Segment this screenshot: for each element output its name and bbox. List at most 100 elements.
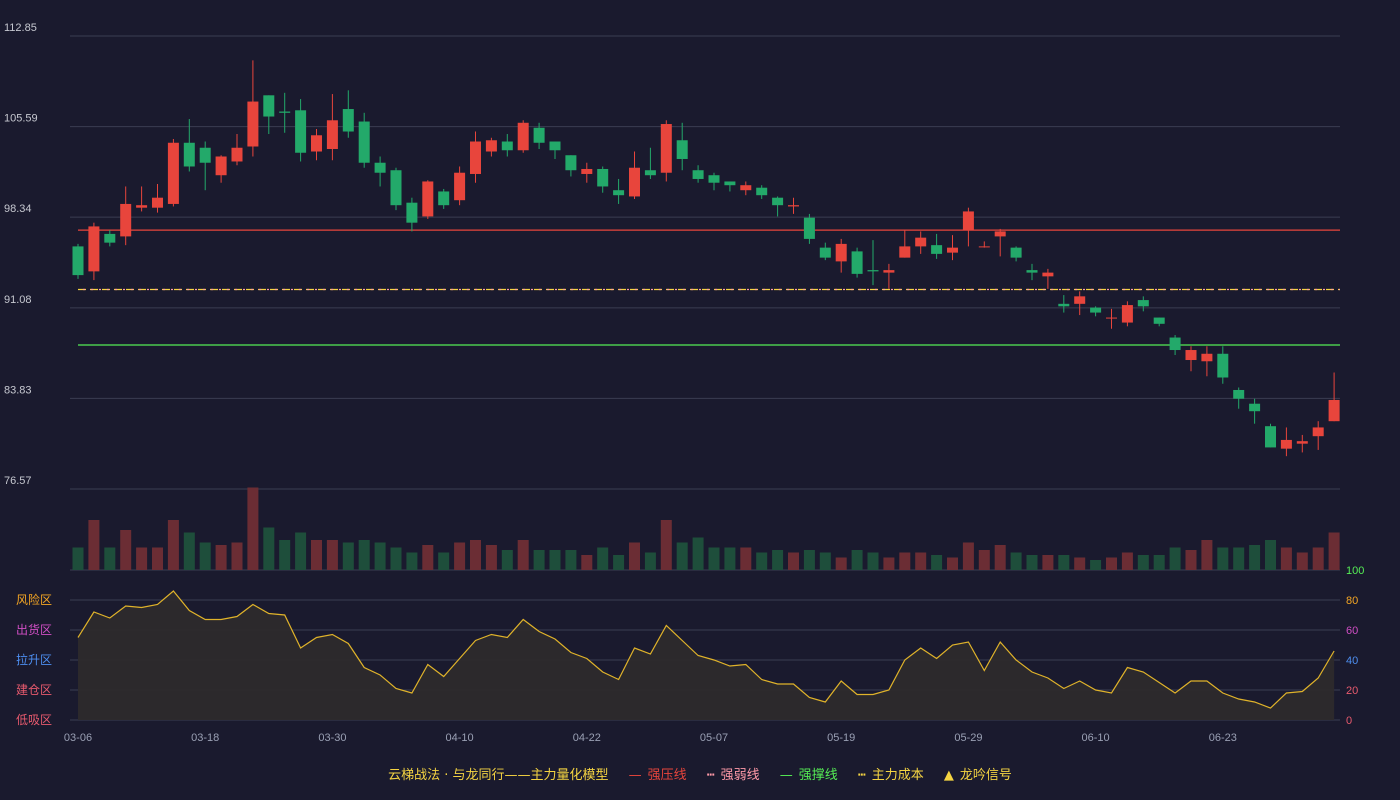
- volume-bar: [390, 547, 402, 570]
- candle-body: [152, 197, 163, 208]
- volume-bar: [1137, 555, 1149, 570]
- volume-bar: [167, 520, 179, 570]
- volume-bar: [1296, 552, 1308, 570]
- candle-body: [311, 135, 322, 152]
- date-tick-label: 03-18: [191, 732, 219, 744]
- volume-bar: [1074, 557, 1086, 570]
- volume-bar: [803, 550, 815, 570]
- candle-body: [1042, 272, 1054, 277]
- volume-bar: [740, 547, 752, 570]
- dotted-line-icon: ┅: [857, 768, 866, 783]
- candle-body: [454, 172, 466, 201]
- volume-bar: [1217, 547, 1229, 570]
- date-tick-label: 06-23: [1209, 732, 1237, 744]
- volume-bar: [772, 550, 784, 570]
- candle-body: [1201, 353, 1213, 362]
- volume-bar: [1328, 532, 1340, 570]
- volume-bar: [374, 542, 386, 570]
- volume-bar: [1058, 555, 1070, 570]
- candle-body: [1010, 247, 1022, 258]
- candle-body: [167, 142, 179, 204]
- dotted-line-icon: ┅: [706, 768, 715, 783]
- volume-bar: [1169, 547, 1181, 570]
- candle-body: [597, 168, 609, 187]
- candle-body: [88, 226, 100, 272]
- candle-body: [915, 237, 927, 247]
- candlesticks: [72, 60, 1340, 457]
- price-tick-label: 98.34: [4, 203, 32, 215]
- candle-body: [708, 175, 720, 183]
- volume-bar: [819, 552, 831, 570]
- volume-bar: [1265, 540, 1276, 570]
- legend: 云梯战法 · 与龙同行——主力量化模型 — 强压线 ┅ 强弱线 — 强撑线 ┅ 主力成本…: [0, 764, 1400, 788]
- volume-bar: [962, 542, 974, 570]
- candle-body: [72, 246, 84, 276]
- volume-bar: [613, 555, 625, 570]
- candle-body: [581, 168, 593, 174]
- volume-bar: [1090, 560, 1102, 570]
- risk-zone-label: 低吸区: [16, 713, 52, 727]
- volume-bar: [358, 540, 370, 570]
- volume-bar: [660, 520, 672, 570]
- volume-bar: [994, 545, 1006, 570]
- volume-bar: [485, 545, 497, 570]
- volume-bar: [326, 540, 338, 570]
- candle-body: [1249, 403, 1261, 412]
- legend-item-dragon-signal[interactable]: ▲ 龙吟信号: [944, 764, 1012, 783]
- volume-bar: [1249, 545, 1261, 570]
- volume-bars: [72, 487, 1340, 570]
- legend-item-strength-line[interactable]: ┅ 强弱线: [707, 764, 760, 783]
- candle-body: [263, 95, 275, 117]
- volume-bar: [978, 550, 990, 570]
- date-tick-label: 05-19: [827, 732, 855, 744]
- legend-label: 强撑线: [798, 768, 838, 783]
- candle-body: [1137, 300, 1149, 307]
- candle-body: [756, 187, 768, 196]
- candle-body: [1058, 303, 1070, 307]
- candle-body: [947, 247, 958, 253]
- volume-bar: [1042, 555, 1054, 570]
- candle-body: [374, 162, 386, 173]
- volume-bar: [581, 555, 593, 570]
- candle-body: [183, 142, 195, 167]
- candle-body: [470, 141, 481, 174]
- candle-body: [629, 167, 640, 197]
- candle-body: [1153, 317, 1165, 324]
- volume-bar: [1153, 555, 1165, 570]
- volume-bar: [1121, 552, 1133, 570]
- volume-bar: [215, 545, 227, 570]
- volume-bar: [724, 547, 736, 570]
- volume-bar: [88, 520, 100, 570]
- volume-bar: [470, 540, 481, 570]
- candle-body: [199, 147, 211, 163]
- volume-bar: [1185, 550, 1197, 570]
- legend-item-main-cost[interactable]: ┅ 主力成本: [858, 764, 924, 783]
- volume-bar: [438, 552, 450, 570]
- volume-bar: [1233, 547, 1245, 570]
- risk-tick-label: 40: [1346, 655, 1358, 667]
- candle-body: [644, 170, 656, 176]
- solid-line-icon: —: [628, 768, 642, 783]
- risk-zone-label: 拉升区: [16, 652, 52, 667]
- volume-bar: [1201, 540, 1213, 570]
- candle-body: [565, 155, 577, 171]
- legend-item-strong-support[interactable]: — 强撑线: [780, 764, 838, 783]
- candle-body: [438, 191, 450, 206]
- volume-bar: [644, 552, 656, 570]
- candle-body: [867, 270, 879, 272]
- candle-body: [1106, 317, 1117, 319]
- candle-body: [1169, 337, 1181, 351]
- date-tick-label: 05-07: [700, 732, 728, 744]
- candle-body: [851, 251, 863, 274]
- axes: 112.85 105.59 98.34 91.08 83.83 76.57 风险区出货区拉升…: [4, 22, 1364, 744]
- candle-body: [215, 156, 227, 176]
- volume-bar: [422, 545, 434, 570]
- candle-body: [883, 270, 895, 273]
- legend-item-strong-pressure[interactable]: — 强压线: [629, 764, 687, 783]
- candle-body: [962, 211, 974, 231]
- candle-body: [1265, 426, 1276, 448]
- candle-body: [533, 127, 545, 143]
- candle-body: [1074, 296, 1086, 304]
- risk-tick-label: 60: [1346, 625, 1358, 637]
